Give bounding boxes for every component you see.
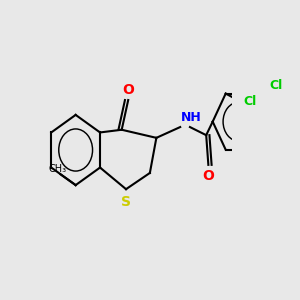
Text: Cl: Cl (243, 95, 256, 108)
Text: S: S (121, 194, 131, 208)
Text: O: O (202, 169, 214, 183)
Text: Cl: Cl (269, 79, 282, 92)
Text: CH₃: CH₃ (48, 164, 66, 174)
Text: O: O (122, 83, 134, 97)
Text: NH: NH (181, 111, 202, 124)
